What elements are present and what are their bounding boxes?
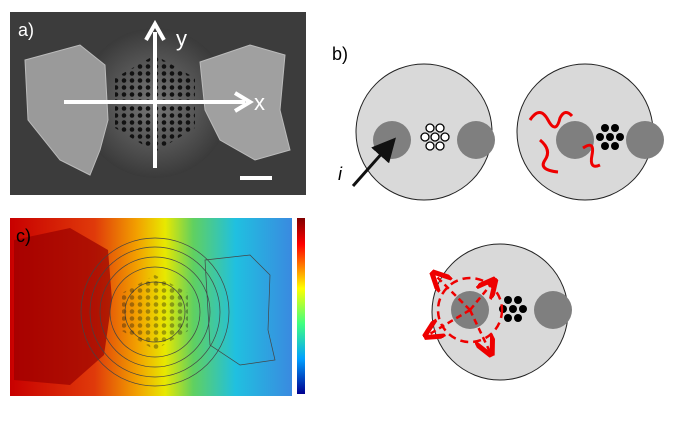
- panel-c: c): [10, 218, 305, 396]
- arrow-label: i: [338, 164, 343, 184]
- panel-b: b) i: [332, 44, 664, 380]
- axis-label: x: [254, 90, 265, 115]
- figure: a) y x b) i: [0, 0, 686, 423]
- axis-label: y: [176, 26, 187, 51]
- panel-label: a): [18, 20, 34, 40]
- panel-a: a) y x: [10, 12, 306, 195]
- panel-label: b): [332, 44, 348, 64]
- panel-label: c): [16, 226, 31, 246]
